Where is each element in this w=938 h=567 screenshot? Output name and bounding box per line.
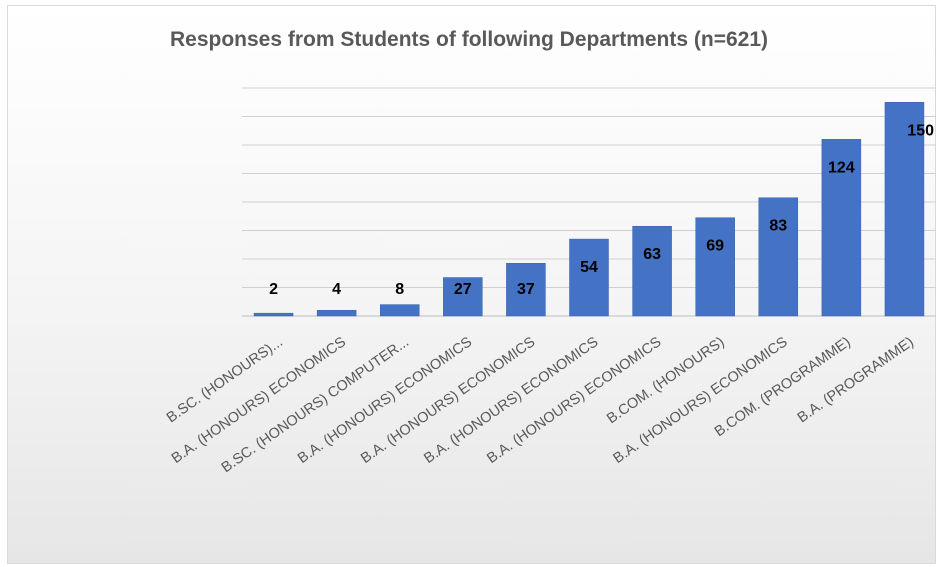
bar (821, 139, 862, 317)
chart-title: Responses from Students of following Dep… (170, 28, 768, 51)
data-label: 54 (580, 259, 598, 276)
data-label: 4 (332, 281, 341, 298)
bar (253, 312, 294, 317)
bar (632, 225, 672, 317)
bar (316, 310, 357, 317)
data-label: 8 (395, 281, 404, 298)
bar (443, 277, 483, 317)
data-label: 27 (454, 281, 472, 298)
category-label: B.A. (PROGRAMME) (795, 334, 917, 426)
data-label: 83 (769, 218, 787, 235)
data-label: 124 (828, 159, 855, 176)
bar (695, 217, 735, 317)
data-label: 150 (907, 122, 934, 139)
category-label: B.COM. (HONOURS) (604, 334, 727, 427)
data-label: 69 (706, 238, 724, 255)
bar (884, 102, 925, 317)
data-label: 2 (269, 281, 278, 298)
bar (569, 238, 609, 317)
bar (379, 304, 420, 317)
bar (758, 197, 799, 317)
data-label: 37 (517, 281, 535, 298)
bar (506, 263, 546, 317)
data-label: 63 (643, 246, 661, 263)
category-label: B.SC. (HONOURS)... (164, 334, 286, 426)
